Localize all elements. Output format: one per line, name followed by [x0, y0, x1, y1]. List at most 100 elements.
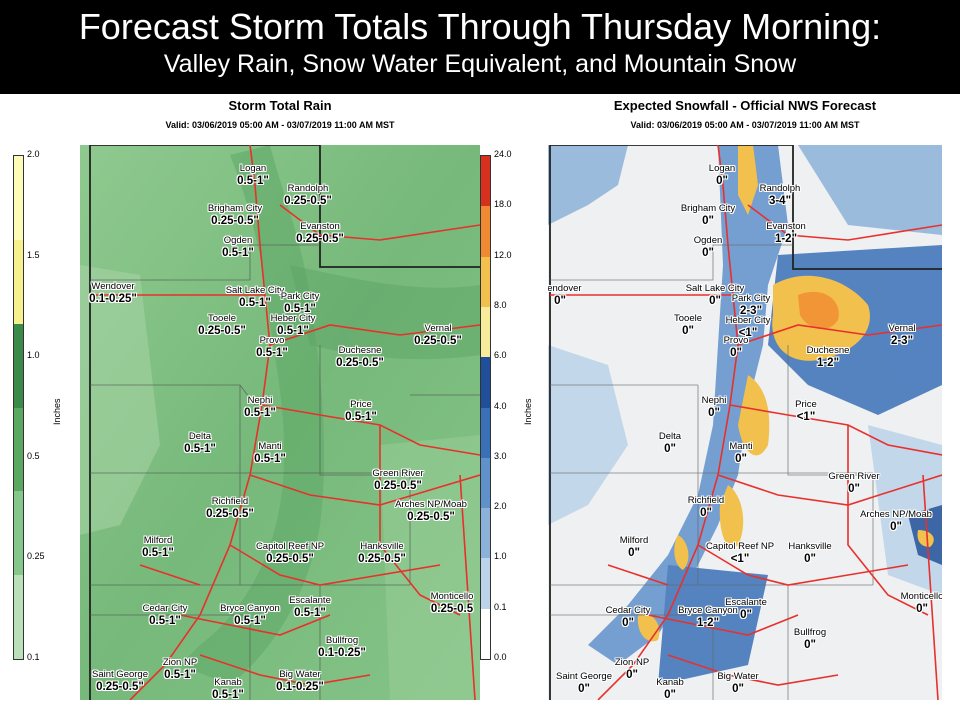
snow-city-label: Green River 0": [828, 471, 879, 495]
snow-city-value: 0": [702, 215, 714, 227]
rain-city-name: Logan: [239, 163, 267, 174]
rain-colorbar: [13, 155, 24, 660]
rain-city-value: 0.5-1": [239, 297, 271, 309]
rain-city-value: 0.5-1": [277, 325, 309, 337]
rain-city-value: 0.25-0.5": [374, 480, 422, 492]
rain-city-value: 0.25-0.5": [358, 553, 406, 565]
snow-colorbar-segment: [481, 608, 490, 660]
rain-city-label: Escalante 0.5-1": [289, 595, 331, 619]
rain-city-value: 0.5-1": [149, 615, 181, 627]
rain-city-value: 0.25-0.5": [336, 357, 384, 369]
rain-city-value: 0.5-1": [164, 669, 196, 681]
snow-city-name: Provo: [723, 335, 749, 346]
snow-city-value: 0": [700, 507, 712, 519]
snow-city-name: Milford: [619, 535, 649, 546]
rain-city-value: 0.5-1": [237, 175, 269, 187]
main-title: Forecast Storm Totals Through Thursday M…: [78, 6, 882, 47]
rain-colorbar-segment: [14, 323, 23, 408]
snow-colorbar-segment: [481, 306, 490, 358]
rain-city-name: Tooele: [208, 313, 236, 324]
rain-city-value: 0.1-0.25": [89, 293, 137, 305]
rain-colorbar-tick: 0.25: [27, 551, 45, 562]
snow-city-label: Delta 0": [659, 431, 681, 455]
rain-city-label: Zion NP 0.5-1": [163, 657, 197, 681]
rain-city-label: Arches NP/Moab 0.25-0.5": [395, 499, 467, 523]
snow-city-label: Manti 0": [729, 441, 752, 465]
snow-city-value: 2-3": [890, 335, 914, 347]
rain-city-label: Duchesne 0.25-0.5": [336, 345, 384, 369]
snow-city-label: Heber City <1": [726, 315, 771, 339]
snow-city-name: Capitol Reef NP: [705, 541, 775, 552]
snow-city-label: Duchesne 1-2": [807, 345, 850, 369]
snow-city-name: Richfield: [687, 495, 725, 506]
snow-city-label: Capitol Reef NP <1": [706, 541, 774, 565]
snow-city-label: Kanab 0": [656, 677, 683, 700]
rain-city-label: Ogden 0.5-1": [222, 235, 254, 259]
snow-city-label: Park City 2-3": [732, 293, 771, 317]
rain-city-label: Heber City 0.5-1": [271, 313, 316, 337]
rain-city-name: Duchesne: [338, 345, 382, 356]
rain-city-name: Zion NP: [162, 657, 198, 668]
rain-colorbar-segment: [14, 156, 23, 241]
rain-city-label: Vernal 0.25-0.5": [414, 323, 462, 347]
snow-city-value: 0": [622, 617, 634, 629]
rain-city-value: 0.5-1": [142, 547, 174, 559]
snow-city-value: 0": [848, 483, 860, 495]
rain-city-name: Price: [350, 399, 372, 410]
rain-colorbar-tick: 0.1: [27, 652, 40, 662]
rain-city-name: Delta: [188, 431, 212, 442]
rain-city-label: Bryce Canyon 0.5-1": [220, 603, 280, 627]
rain-city-value: 0.25-0.5": [266, 553, 314, 565]
snow-city-value: 3-4": [768, 195, 792, 207]
snow-city-value: 0": [626, 669, 638, 681]
rain-city-value: 0.5-1": [222, 247, 254, 259]
rain-city-value: 0.5-1": [244, 407, 276, 419]
rain-city-value: 0.5-1": [212, 689, 244, 700]
rain-city-name: Capitol Reef NP: [255, 541, 325, 552]
rain-city-label: Randolph 0.25-0.5": [284, 183, 332, 207]
rain-city-label: Monticello 0.25-0.5: [431, 591, 474, 615]
rain-city-name: Wendover: [91, 281, 135, 292]
rain-city-value: 0.5-1": [234, 615, 266, 627]
snow-city-label: Randolph 3-4": [760, 183, 801, 207]
snow-city-value: 0": [916, 603, 928, 615]
rain-city-label: Cedar City 0.5-1": [143, 603, 188, 627]
rain-city-name: Kanab: [214, 677, 242, 688]
rain-city-name: Randolph: [287, 183, 329, 194]
rain-city-label: Delta 0.5-1": [184, 431, 216, 455]
snow-city-name: Hanksville: [788, 541, 832, 552]
rain-city-label: Manti 0.5-1": [254, 441, 286, 465]
rain-city-value: 0.25-0.5": [284, 195, 332, 207]
snow-city-value: 0": [578, 683, 590, 695]
rain-colorbar-segment: [14, 239, 23, 325]
snow-colorbar-tick: 1.0: [494, 551, 507, 562]
rain-city-label: Big Water 0.1-0.25": [276, 669, 324, 693]
rain-colorbar-tick: 0.5: [27, 450, 40, 461]
snow-city-name: Wendover: [548, 283, 582, 294]
snow-city-label: Bullfrog 0": [794, 627, 826, 651]
rain-city-label: Salt Lake City 0.5-1": [226, 285, 285, 309]
rain-city-value: 0.5-1": [254, 453, 286, 465]
snow-colorbar-tick: 12.0: [494, 249, 512, 260]
rain-city-name: Ogden: [223, 235, 253, 246]
snow-colorbar-tick: 6.0: [494, 350, 507, 361]
rain-city-value: 0.5-1": [184, 443, 216, 455]
snow-city-name: Manti: [729, 441, 753, 452]
snow-city-label: Saint George 0": [556, 671, 612, 695]
snow-colorbar-segment: [481, 357, 490, 408]
rain-city-label: Bullfrog 0.1-0.25": [318, 635, 366, 659]
snow-city-name: Evanston: [766, 221, 806, 232]
snow-city-value: 0": [709, 295, 721, 307]
snow-city-name: Randolph: [759, 183, 801, 194]
rain-city-name: Green River: [372, 468, 424, 479]
snow-city-name: Bryce Canyon: [678, 605, 738, 616]
snow-city-label: Logan 0": [709, 163, 735, 187]
snow-colorbar-segment: [481, 256, 490, 308]
snow-city-value: 0": [664, 689, 676, 700]
rain-city-name: Monticello: [430, 591, 474, 602]
rain-colorbar-tick: 2.0: [27, 149, 40, 159]
rain-city-label: Wendover 0.1-0.25": [89, 281, 137, 305]
rain-city-name: Nephi: [247, 395, 273, 406]
snow-city-name: Heber City: [725, 315, 771, 326]
snow-city-value: <1": [796, 411, 816, 423]
